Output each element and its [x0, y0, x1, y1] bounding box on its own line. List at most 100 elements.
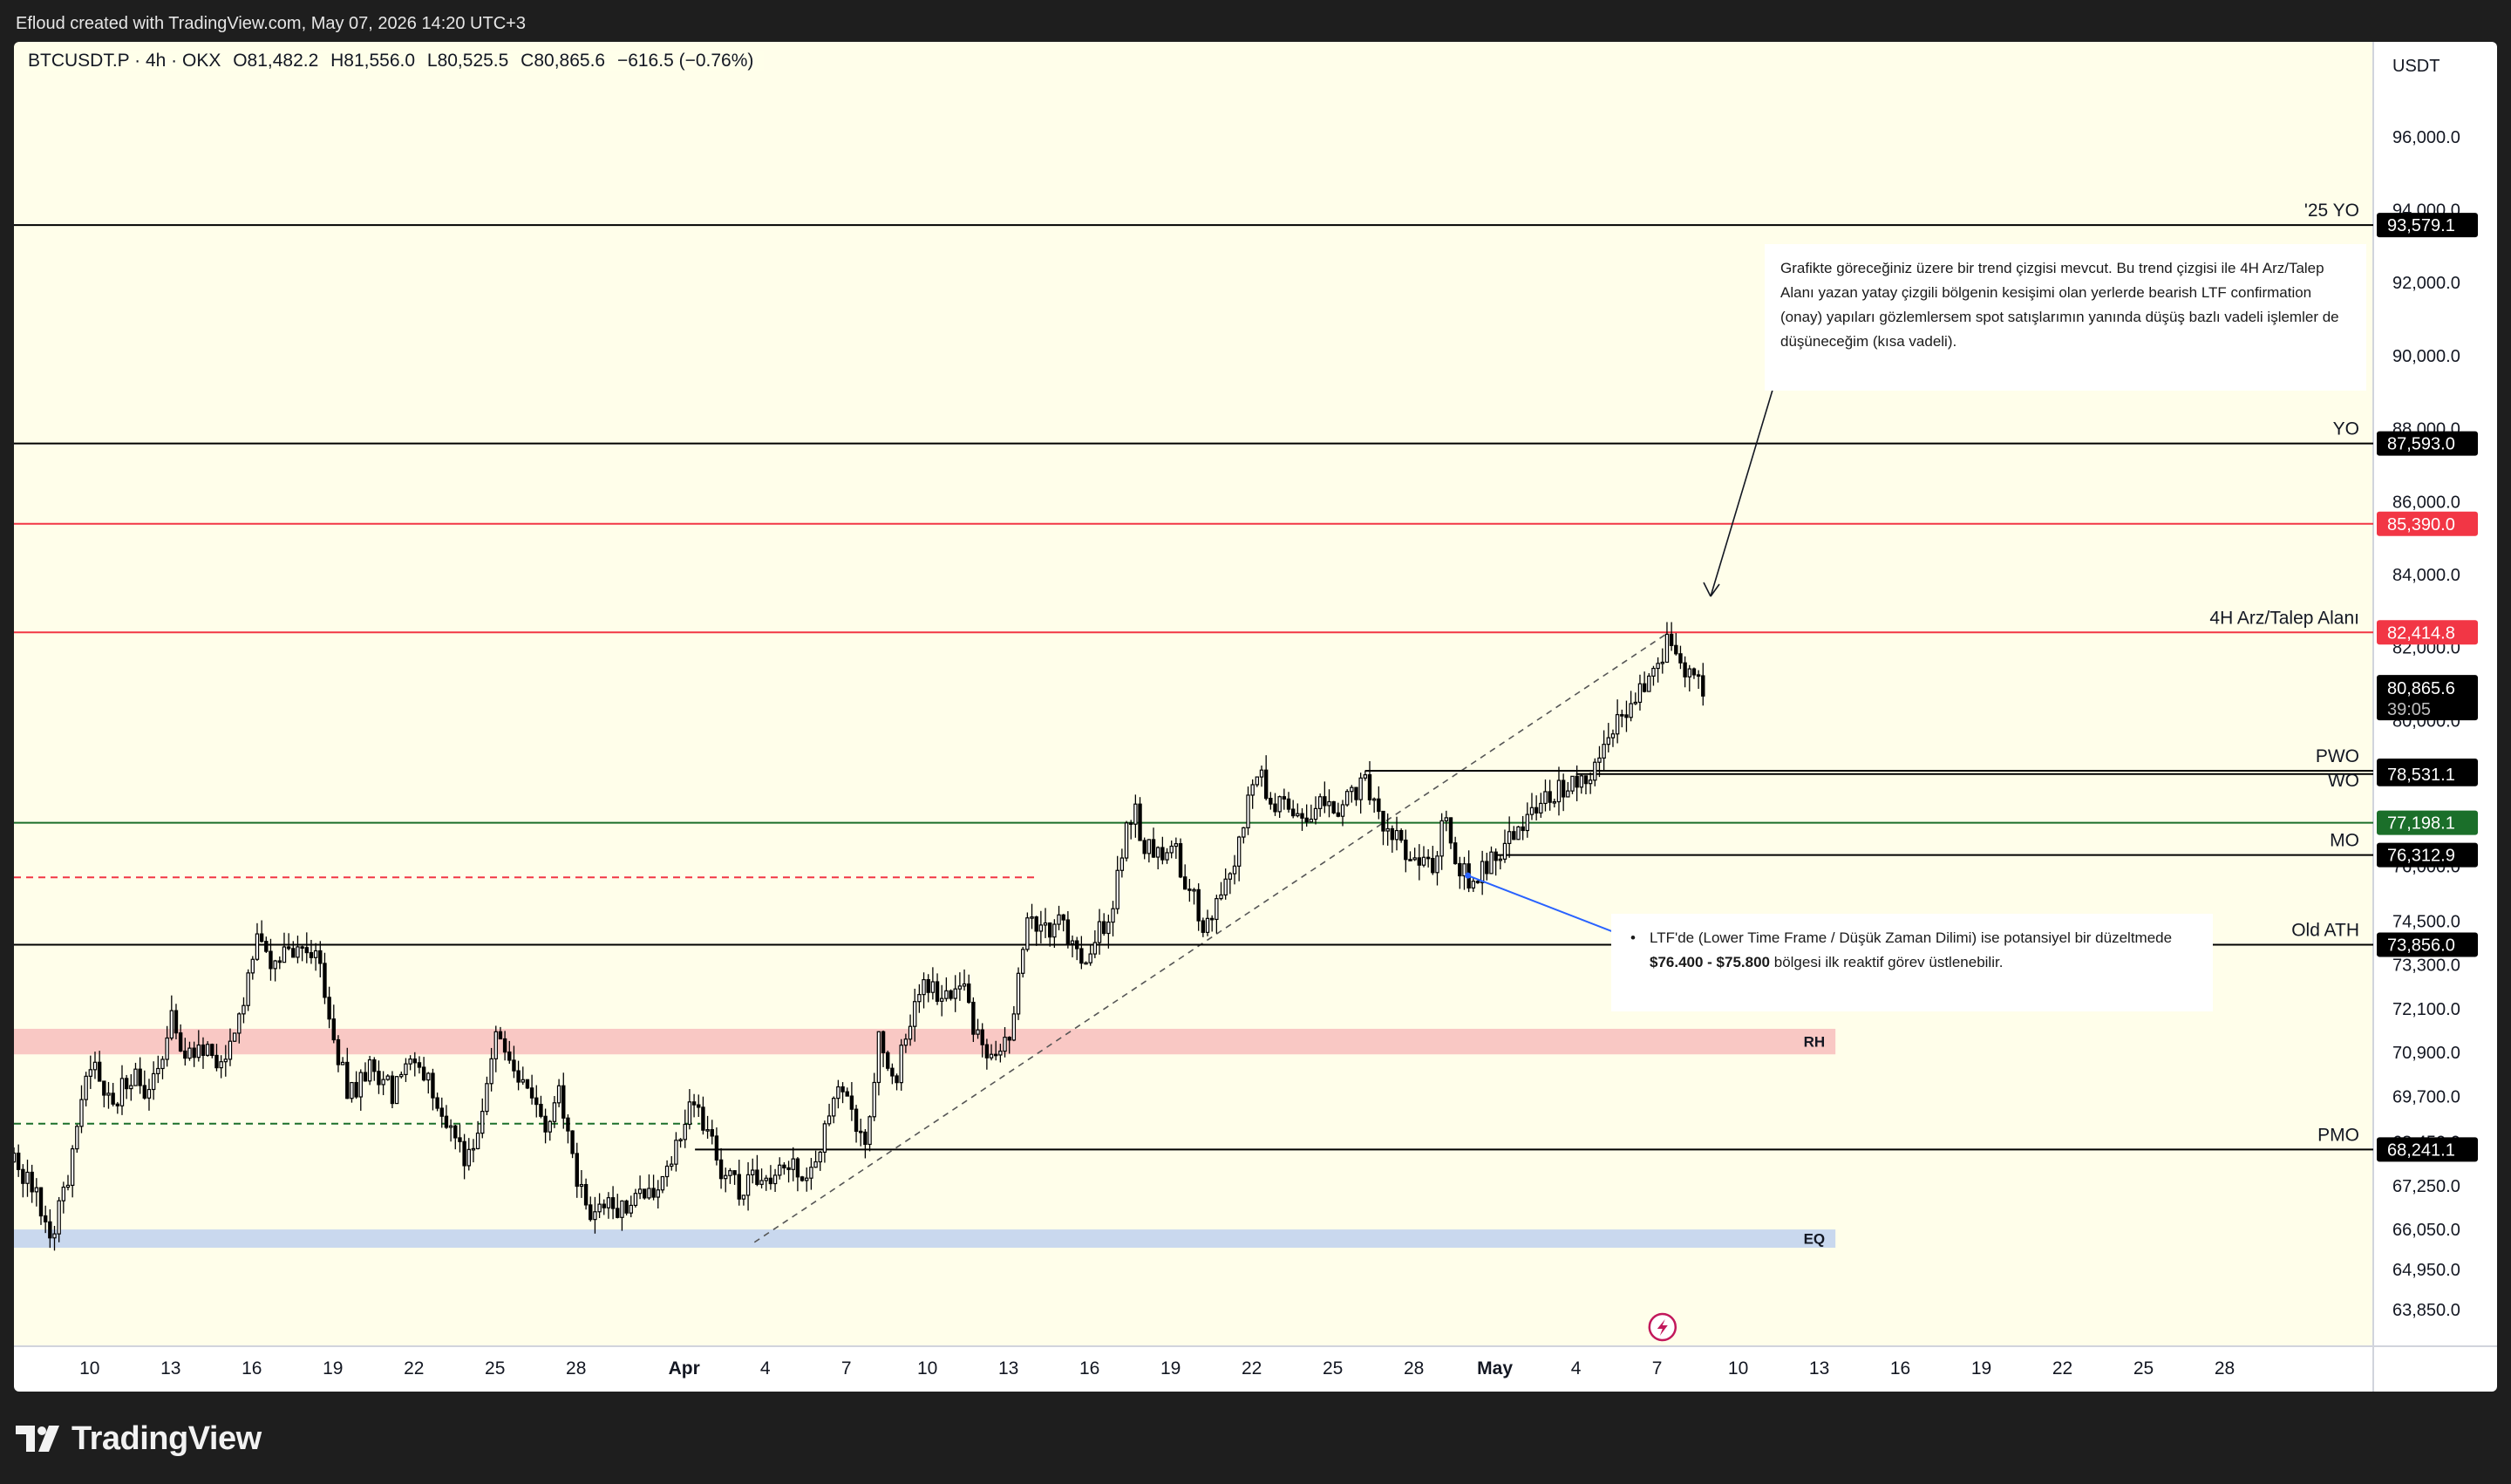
time-tick-label: Apr — [669, 1358, 700, 1378]
level-badge-label: 87,593.0 — [2387, 435, 2455, 454]
candle-up — [868, 1116, 872, 1146]
candle-up — [394, 1076, 399, 1105]
candle-up — [1192, 888, 1196, 892]
candle-down — [1674, 644, 1678, 655]
candle-down — [178, 1032, 183, 1052]
candle-up — [1421, 856, 1426, 866]
candle-down — [1367, 774, 1372, 800]
candle-up — [1003, 1037, 1007, 1052]
candle-up — [957, 985, 963, 990]
candle-up — [65, 1184, 71, 1188]
candle-up — [205, 1044, 210, 1056]
candle-up — [1597, 757, 1602, 763]
candle-up — [633, 1193, 638, 1207]
candle-up — [219, 1061, 223, 1069]
currency-label: USDT — [2392, 57, 2440, 76]
candle-down — [863, 1131, 868, 1146]
candle-down — [502, 1038, 507, 1053]
candle-down — [624, 1200, 629, 1214]
candle-down — [1074, 940, 1079, 950]
candle-up — [1439, 820, 1444, 857]
candle-up — [637, 1188, 643, 1195]
candle-up — [480, 1111, 485, 1134]
candle-up — [772, 1174, 778, 1185]
candle-up — [160, 1059, 165, 1070]
candle-up — [1242, 827, 1246, 838]
candle-up — [466, 1148, 471, 1167]
candle-down — [643, 1188, 647, 1199]
candle-up — [872, 1081, 876, 1118]
candle-down — [651, 1188, 656, 1198]
trendline — [753, 632, 1669, 1243]
candle-up — [448, 1125, 453, 1128]
candle-up — [1556, 779, 1562, 803]
candle-up — [1525, 813, 1530, 832]
candle-up — [1092, 942, 1098, 955]
candle-down — [277, 960, 282, 963]
open-value: O81,482.2 — [233, 51, 319, 71]
price-tick-label: 66,050.0 — [2392, 1221, 2460, 1240]
ltf-text-2: bölgesi ilk reaktif görev üstlenebilir. — [1770, 954, 2004, 970]
candle-down — [840, 1086, 845, 1093]
candle-up — [1232, 865, 1237, 875]
time-tick-label: 19 — [323, 1358, 343, 1378]
time-tick-label: 13 — [160, 1358, 180, 1378]
candle-down — [412, 1058, 417, 1064]
candle-down — [1475, 881, 1480, 883]
candle-up — [922, 978, 926, 996]
trend-note[interactable]: Grafikte göreceğiniz üzere bir trend çiz… — [1765, 244, 2366, 391]
candle-up — [940, 997, 944, 1002]
candle-down — [1701, 675, 1705, 697]
candle-up — [1246, 794, 1250, 828]
candle-down — [318, 950, 323, 964]
candle-up — [1228, 873, 1233, 880]
candle-up — [1317, 796, 1323, 809]
candle-up — [151, 1072, 156, 1091]
candle-down — [994, 1053, 998, 1057]
candle-down — [529, 1087, 534, 1099]
candle-up — [57, 1200, 61, 1235]
symbol-name[interactable]: BTCUSDT.P · 4h · OKX — [28, 51, 221, 71]
candle-up — [579, 1183, 584, 1188]
time-tick-label: 7 — [1652, 1358, 1663, 1378]
candle-up — [818, 1151, 822, 1163]
candle-down — [782, 1164, 786, 1169]
candle-up — [1660, 661, 1664, 664]
candle-down — [115, 1103, 120, 1106]
candle-down — [1512, 831, 1516, 841]
candle-up — [1223, 878, 1228, 896]
candle-down — [444, 1115, 449, 1128]
level-badge-label: 76,312.9 — [2387, 847, 2455, 866]
candle-up — [146, 1088, 152, 1099]
candle-up — [1610, 733, 1616, 739]
candle-down — [1201, 920, 1206, 933]
candle-up — [962, 983, 967, 987]
time-tick-label: 10 — [1728, 1358, 1748, 1378]
candle-down — [1282, 796, 1287, 800]
candle-down — [1426, 856, 1431, 860]
candle-down — [1431, 857, 1435, 874]
candle-down — [363, 1072, 368, 1082]
candle-up — [1205, 917, 1210, 933]
candle-up — [25, 1171, 30, 1184]
candle-down — [561, 1085, 566, 1119]
candle-down — [1458, 862, 1462, 877]
candle-up — [1606, 737, 1610, 745]
candle-down — [971, 1001, 976, 1035]
close-value: C80,865.6 — [521, 51, 606, 71]
candle-down — [570, 1130, 575, 1154]
candle-up — [187, 1047, 192, 1059]
candle-down — [755, 1169, 759, 1185]
candle-up — [404, 1063, 408, 1076]
candle-up — [660, 1175, 665, 1191]
candle-up — [1615, 714, 1620, 735]
candle-up — [745, 1174, 751, 1196]
low-value: L80,525.5 — [426, 51, 509, 71]
zone-label-eq: EQ — [1804, 1231, 1826, 1248]
candle-up — [165, 1037, 169, 1060]
candle-up — [1215, 898, 1219, 921]
level-badge — [2377, 810, 2478, 835]
ltf-note[interactable]: • LTF'de (Lower Time Frame / Düşük Zaman… — [1611, 914, 2213, 1011]
candle-down — [286, 946, 291, 950]
candle-down — [304, 947, 309, 954]
